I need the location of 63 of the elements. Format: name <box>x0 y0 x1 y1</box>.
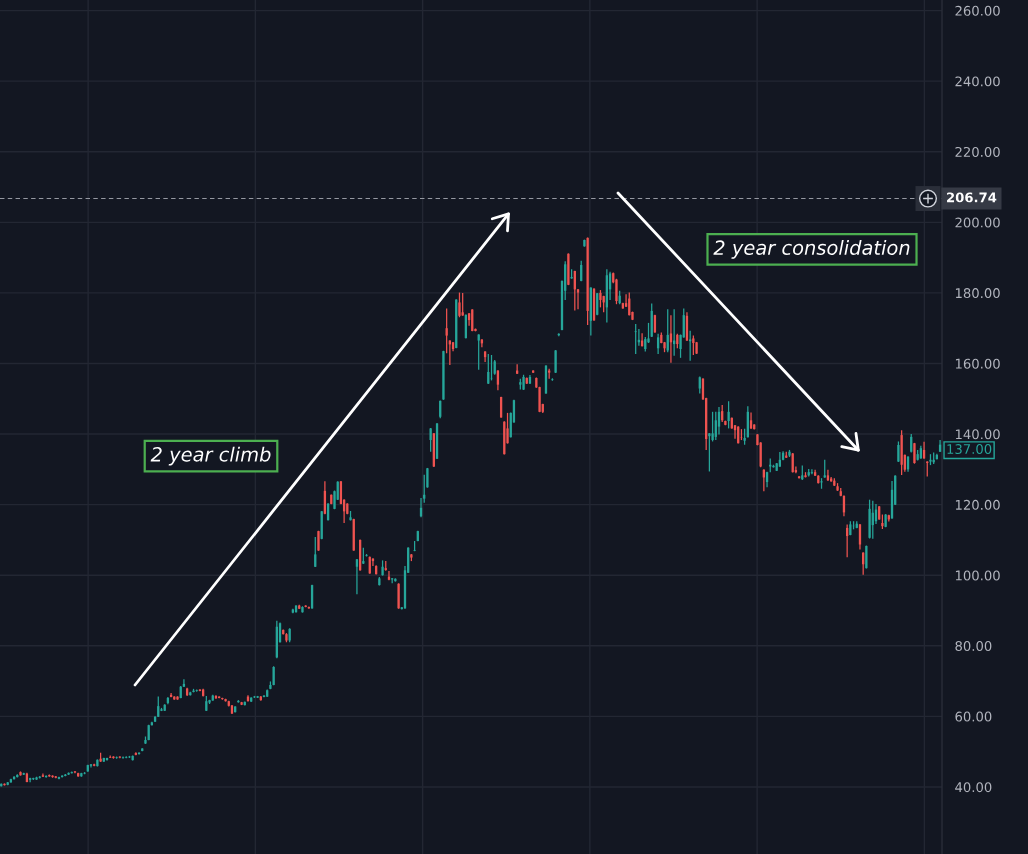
ref-line-label: 206.74 <box>947 192 997 203</box>
candlestick <box>458 291 461 318</box>
candlestick <box>144 735 147 745</box>
candlestick <box>397 582 400 610</box>
candlestick <box>788 449 791 458</box>
candlestick <box>112 755 115 760</box>
y-tick-label: 140.00 <box>955 429 1000 440</box>
text: 137.00 <box>947 444 992 455</box>
annotation: 2 year climb <box>150 446 271 466</box>
candlestick <box>634 323 637 355</box>
y-tick-label: 160.00 <box>955 358 1000 369</box>
candlestick <box>410 553 413 562</box>
y-tick-label: 220.00 <box>955 146 1000 157</box>
candlestick <box>429 427 432 453</box>
candlestick <box>285 632 288 643</box>
y-tick-label: 200.00 <box>955 217 1000 228</box>
candlestick <box>669 314 673 364</box>
candlestick <box>692 334 695 356</box>
candlestick <box>583 238 586 248</box>
candlestick <box>355 558 359 595</box>
candlestick <box>929 453 932 466</box>
candlestick <box>240 701 243 706</box>
y-tick-label: 260.00 <box>955 5 1000 16</box>
candlestick <box>836 482 839 492</box>
y-tick-label: 80.00 <box>955 641 992 651</box>
candlestick <box>868 499 871 540</box>
candlestick <box>349 510 352 522</box>
y-tick-label: 60.00 <box>955 711 992 722</box>
candlestick <box>804 471 807 479</box>
candlestick <box>51 774 54 779</box>
candlestick <box>599 289 602 308</box>
candlestick <box>35 776 38 781</box>
candlestick <box>913 442 916 465</box>
candlestick <box>381 559 384 577</box>
candlestick <box>83 771 86 775</box>
candlestick <box>740 428 743 441</box>
candlestick <box>96 758 99 768</box>
candlestick <box>301 605 304 614</box>
candlestick <box>567 252 570 286</box>
candlestick <box>576 288 580 310</box>
candlestick <box>708 432 711 473</box>
y-tick-label: 180.00 <box>955 288 1000 299</box>
candlestick <box>192 688 195 694</box>
candlestick <box>442 350 445 401</box>
candlestick <box>897 440 900 463</box>
candlestick <box>445 307 448 354</box>
candlestick <box>772 464 775 469</box>
candlestick <box>820 477 823 490</box>
candlestick <box>538 386 541 413</box>
y-tick-label: 120.00 <box>955 499 1000 510</box>
y-tick-label: 100.00 <box>955 570 1000 581</box>
candlestick <box>881 513 884 530</box>
candlestick <box>858 523 862 551</box>
candlestick <box>554 349 557 374</box>
candlestick <box>19 770 22 777</box>
y-tick-label: 240.00 <box>955 76 1000 87</box>
candlestick <box>727 400 730 430</box>
candlestick <box>67 771 70 776</box>
annotation: 2 year consolidation <box>713 239 910 259</box>
candlestick <box>314 536 317 568</box>
candlestick <box>522 374 525 391</box>
candlestick <box>317 530 320 552</box>
y-tick-label: 40.00 <box>955 782 992 793</box>
